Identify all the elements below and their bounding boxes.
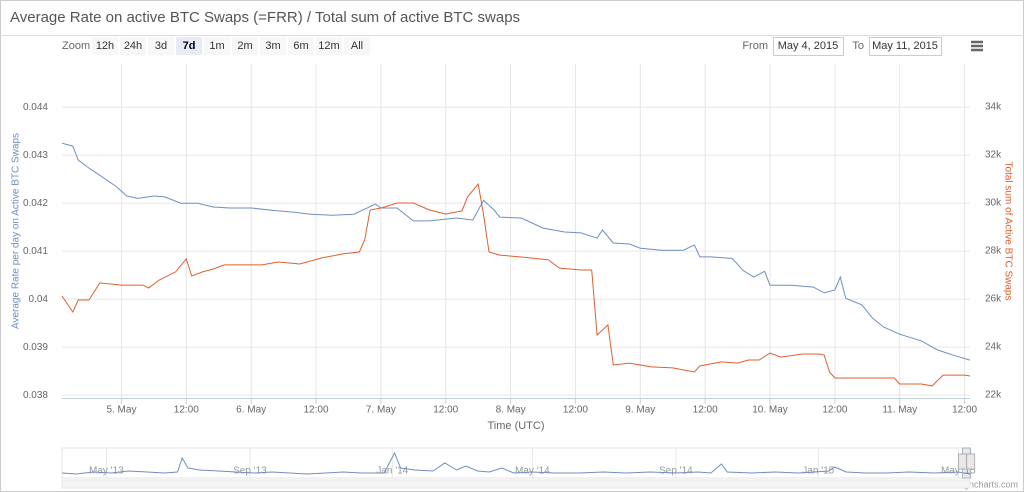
range-button[interactable] xyxy=(176,37,202,55)
range-button[interactable] xyxy=(316,37,342,55)
from-value: May 4, 2015 xyxy=(778,40,839,52)
x-tick-label: 6. May xyxy=(236,405,266,416)
x-tick-label: 12:00 xyxy=(693,405,718,416)
y-axis-title: Average Rate per day on Active BTC Swaps xyxy=(11,133,22,329)
range-button-label: 7d xyxy=(183,40,196,52)
menu-icon xyxy=(971,40,983,52)
from-input[interactable] xyxy=(773,37,844,56)
navigator-tick-label: Jan '14 xyxy=(376,466,408,477)
range-button-label: 2m xyxy=(237,40,252,52)
navigator-tick-label: Sep '14 xyxy=(659,466,693,477)
y-tick-label: 0.044 xyxy=(23,102,48,113)
x-tick-label: 5. May xyxy=(106,405,136,416)
range-button-label: 1m xyxy=(209,40,224,52)
navigator-tick-label: Jan '15 xyxy=(802,466,834,477)
navigator-tick-label: May '15 xyxy=(941,466,976,477)
series-line xyxy=(61,142,971,361)
y2-tick-label: 30k xyxy=(985,198,1002,209)
zoom-label: Zoom xyxy=(62,40,90,52)
y2-tick-label: 32k xyxy=(985,150,1002,161)
navigator-tick-label: May '14 xyxy=(515,466,550,477)
y2-tick-label: 26k xyxy=(985,294,1002,305)
y2-tick-label: 28k xyxy=(985,246,1002,257)
range-button[interactable] xyxy=(148,37,174,55)
range-button[interactable] xyxy=(288,37,314,55)
x-tick-label: 12:00 xyxy=(433,405,458,416)
x-tick-label: 11. May xyxy=(882,405,917,416)
range-button[interactable] xyxy=(260,37,286,55)
range-button[interactable] xyxy=(204,37,230,55)
to-value: May 11, 2015 xyxy=(872,40,938,52)
range-button[interactable] xyxy=(120,37,146,55)
x-tick-label: 12:00 xyxy=(952,405,977,416)
y2-tick-label: 22k xyxy=(985,390,1002,401)
range-button[interactable] xyxy=(344,37,370,55)
navigator-line xyxy=(61,451,971,475)
range-button-label: 12m xyxy=(318,40,339,52)
navigator-tick-label: Sep '13 xyxy=(233,466,267,477)
x-axis-title: Time (UTC) xyxy=(487,420,544,432)
range-button-label: 6m xyxy=(293,40,308,52)
x-tick-label: 10. May xyxy=(752,405,788,416)
x-tick-label: 12:00 xyxy=(174,405,199,416)
x-tick-label: 12:00 xyxy=(304,405,329,416)
from-label: From xyxy=(742,40,768,52)
to-input[interactable] xyxy=(869,37,942,56)
navigator-tick-label: May '13 xyxy=(89,466,124,477)
y-tick-label: 0.038 xyxy=(23,390,48,401)
y-tick-label: 0.042 xyxy=(23,198,48,209)
range-button-label: All xyxy=(351,40,363,52)
y2-tick-label: 34k xyxy=(985,102,1002,113)
range-button[interactable] xyxy=(92,37,118,55)
x-tick-label: 12:00 xyxy=(563,405,588,416)
menu-button[interactable] xyxy=(969,38,987,56)
y2-tick-label: 24k xyxy=(985,342,1002,353)
y-tick-label: 0.043 xyxy=(23,150,48,161)
scrollbar[interactable] xyxy=(61,479,971,489)
navigator-handle[interactable] xyxy=(957,453,967,470)
y-tick-label: 0.041 xyxy=(23,246,48,257)
credits: Highcharts.com xyxy=(955,479,1018,489)
x-tick-label: 8. May xyxy=(496,405,526,416)
navigator-handle[interactable] xyxy=(966,453,976,470)
range-button-label: 3m xyxy=(265,40,280,52)
range-button-label: 3d xyxy=(155,40,167,52)
x-tick-label: 9. May xyxy=(625,405,655,416)
range-button[interactable] xyxy=(232,37,258,55)
y-tick-label: 0.039 xyxy=(23,342,48,353)
x-tick-label: 12:00 xyxy=(822,405,847,416)
chart-title: Average Rate on active BTC Swaps (=FRR) … xyxy=(10,9,520,26)
to-label: To xyxy=(852,40,864,52)
series-line xyxy=(61,182,971,387)
range-button-label: 12h xyxy=(96,40,114,52)
y2-axis-title: Total sum of Active BTC Swaps xyxy=(1002,162,1013,301)
x-tick-label: 7. May xyxy=(366,405,396,416)
y-tick-label: 0.04 xyxy=(29,294,49,305)
range-button-label: 24h xyxy=(124,40,142,52)
